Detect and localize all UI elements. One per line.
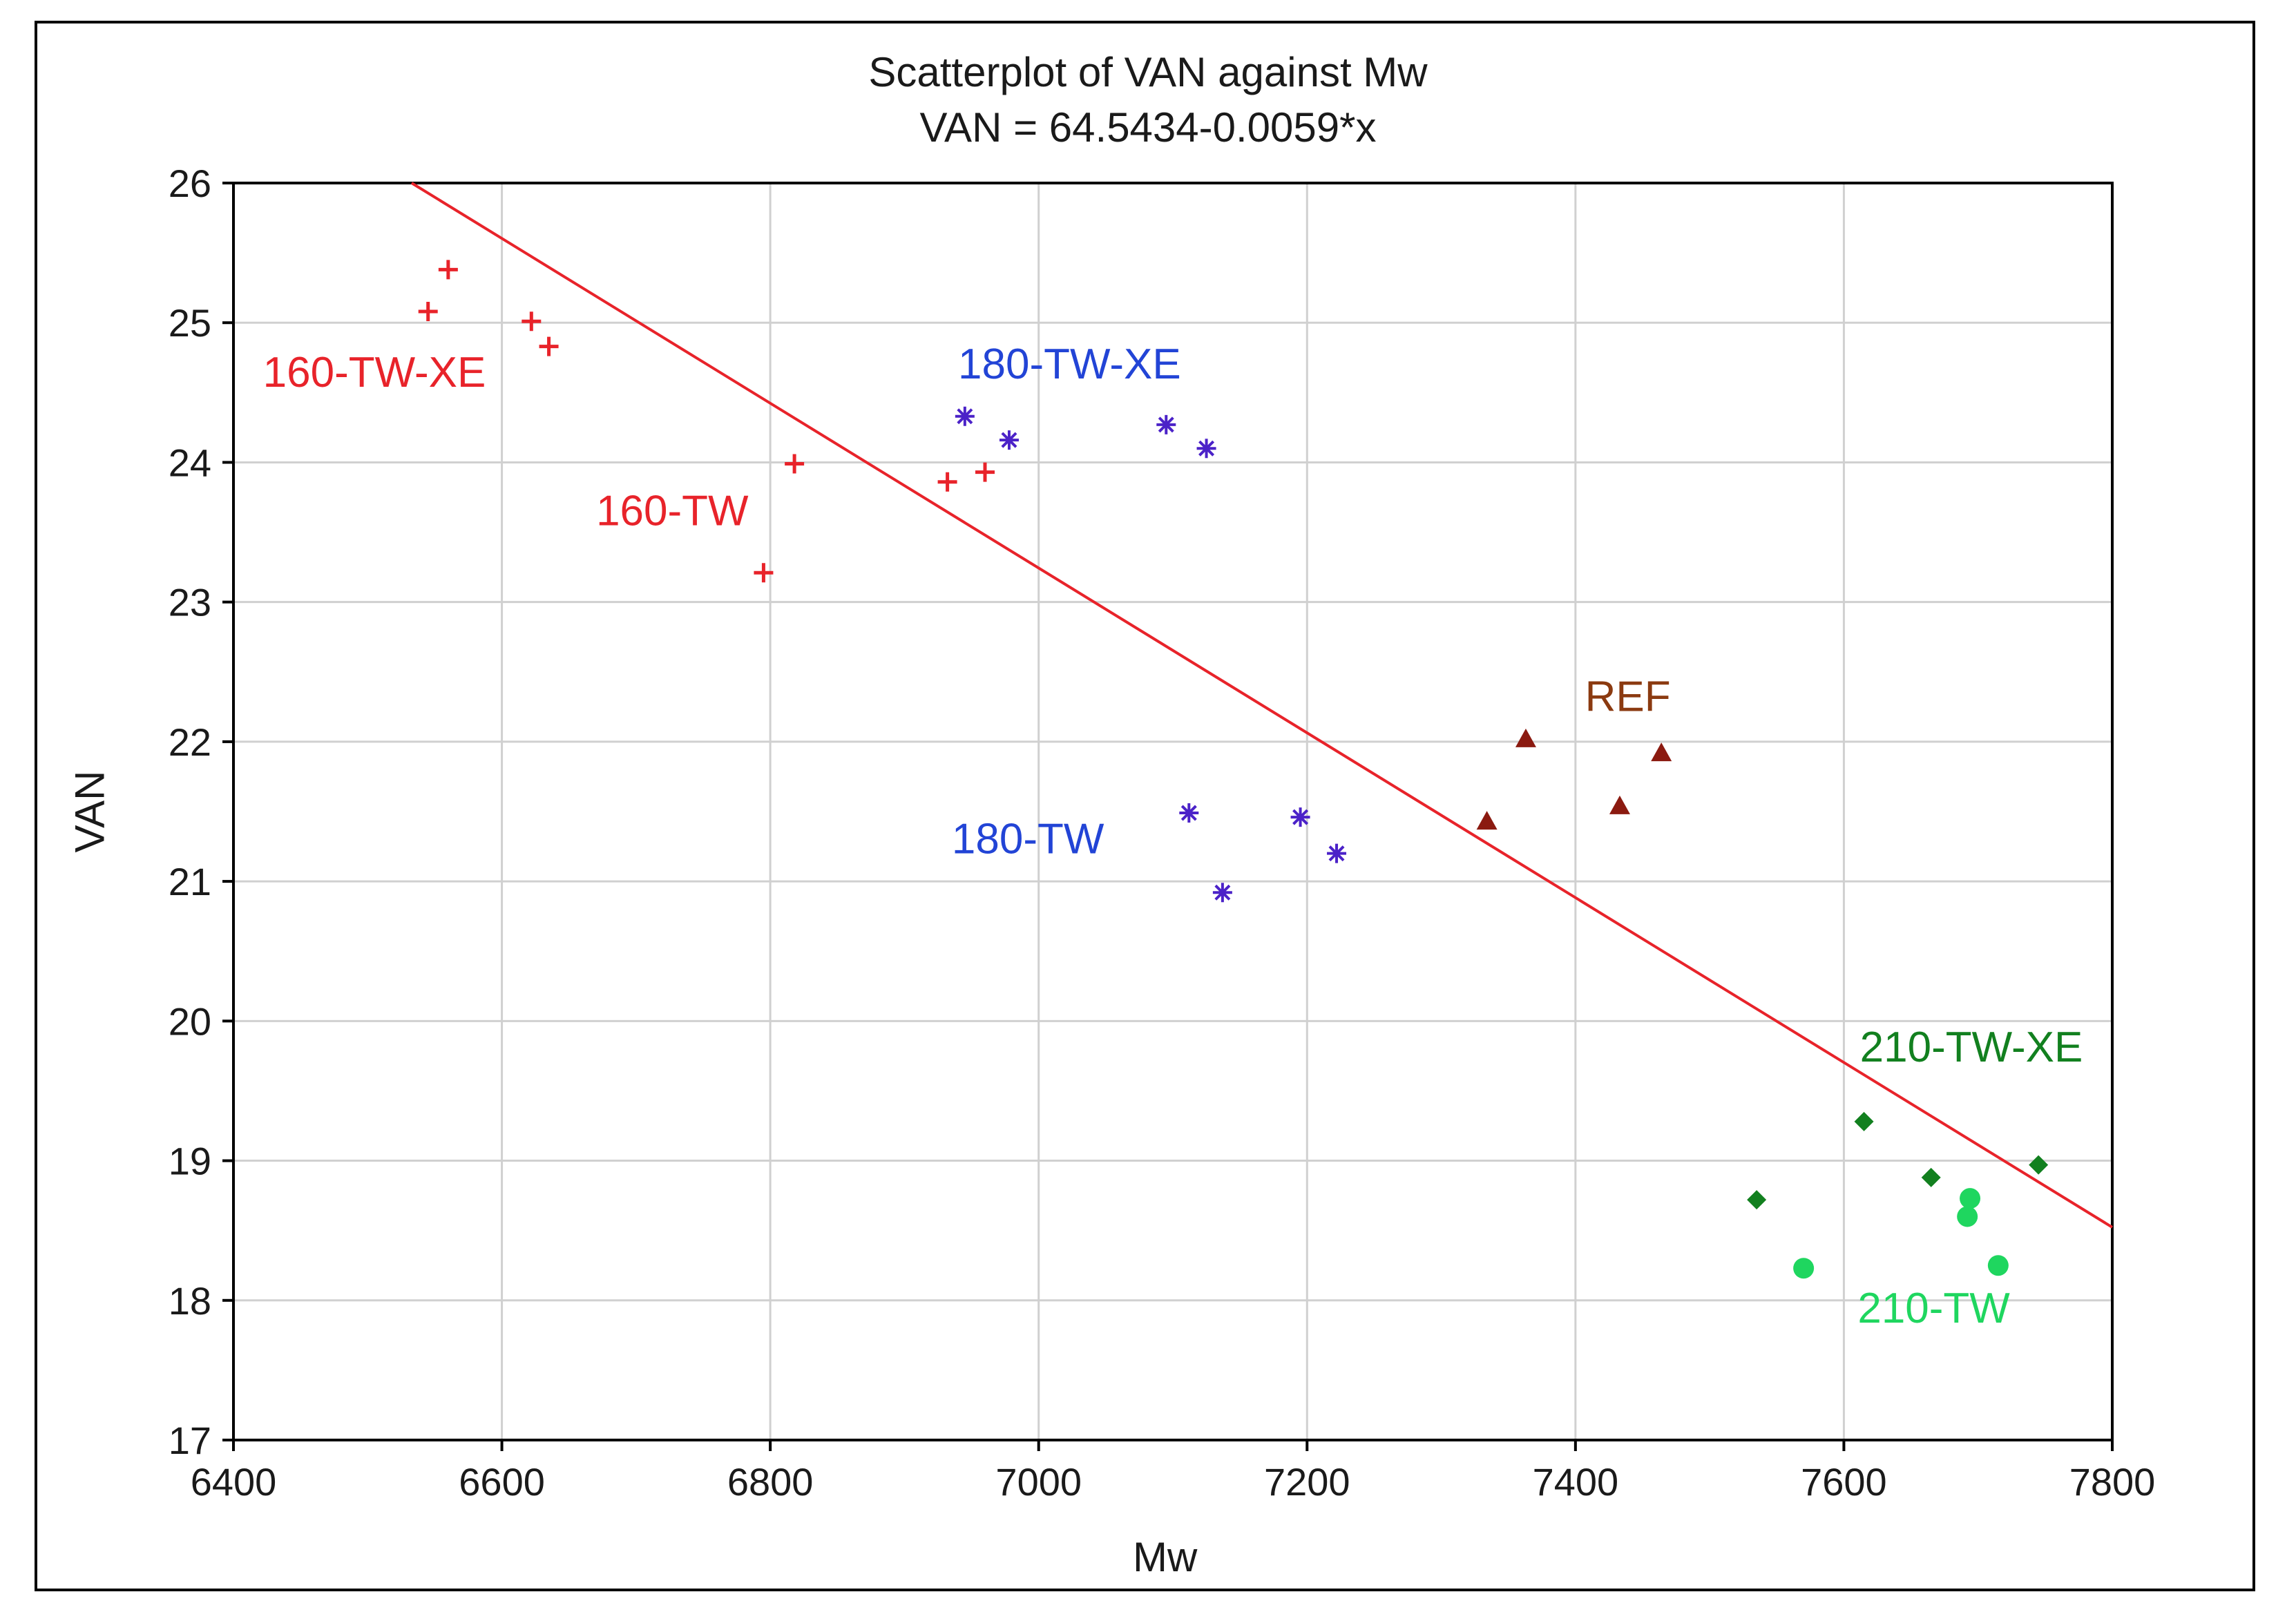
x-axis-label: Mw (1133, 1534, 1198, 1580)
chart-title: Scatterplot of VAN against Mw (868, 49, 1428, 95)
group-label: REF (1585, 673, 1671, 720)
data-point-asterisk (999, 430, 1019, 450)
data-point-plus (438, 260, 458, 280)
y-axis-label: VAN (66, 770, 113, 853)
group-label: 210-TW (1857, 1285, 2010, 1332)
data-point-asterisk (1196, 439, 1216, 459)
x-tick-label: 7200 (1264, 1460, 1350, 1504)
data-point-asterisk (1290, 807, 1310, 827)
group-label: 180-TW-XE (958, 340, 1181, 388)
data-point-triangle (1609, 795, 1630, 814)
group-label: 160-TW-XE (263, 349, 486, 396)
x-tick-label: 7400 (1533, 1460, 1619, 1504)
data-point-circle (1793, 1258, 1815, 1279)
regression-line (410, 182, 2114, 1229)
x-tick-label: 6400 (191, 1460, 277, 1504)
y-tick-label: 23 (169, 581, 211, 624)
y-tick-label: 20 (169, 999, 211, 1043)
data-point-plus (975, 462, 995, 482)
y-tick-label: 22 (169, 720, 211, 764)
data-point-plus (418, 302, 438, 322)
data-point-plus (785, 454, 805, 474)
data-point-circle (1987, 1255, 2009, 1276)
data-point-diamond (1854, 1111, 1874, 1131)
data-point-diamond (2029, 1155, 2049, 1175)
y-tick-label: 21 (169, 860, 211, 903)
data-point-asterisk (1327, 843, 1347, 863)
data-point-circle (1960, 1188, 1981, 1209)
data-point-plus (539, 336, 559, 356)
data-point-plus (754, 563, 774, 583)
data-point-triangle (1476, 811, 1498, 830)
y-tick-label: 26 (169, 162, 211, 205)
data-point-diamond (1921, 1167, 1941, 1187)
data-point-plus (937, 472, 957, 492)
y-tick-label: 25 (169, 301, 211, 345)
x-tick-label: 7800 (2069, 1460, 2156, 1504)
data-point-asterisk (1156, 414, 1176, 434)
group-label: 160-TW (596, 487, 749, 535)
data-point-circle (1957, 1206, 1978, 1227)
data-point-triangle (1515, 728, 1536, 747)
data-point-triangle (1651, 742, 1672, 762)
plot-area-border (232, 182, 2114, 1441)
data-point-asterisk (1212, 883, 1232, 903)
y-tick-label: 19 (169, 1140, 211, 1183)
chart-subtitle: VAN = 64.5434-0.0059*x (919, 104, 1377, 151)
data-point-diamond (1747, 1190, 1767, 1210)
y-tick-label: 24 (169, 441, 211, 484)
group-label: 180-TW (952, 816, 1104, 863)
x-tick-label: 6800 (727, 1460, 814, 1504)
figure-frame (35, 21, 2255, 1591)
group-label: 210-TW-XE (1860, 1024, 2083, 1071)
y-tick-label: 17 (169, 1419, 211, 1462)
x-tick-label: 7600 (1801, 1460, 1887, 1504)
data-point-asterisk (1179, 803, 1199, 823)
x-tick-label: 7000 (995, 1460, 1082, 1504)
data-point-plus (522, 311, 542, 332)
data-point-asterisk (955, 406, 975, 426)
x-tick-label: 6600 (459, 1460, 545, 1504)
y-tick-label: 18 (169, 1279, 211, 1323)
